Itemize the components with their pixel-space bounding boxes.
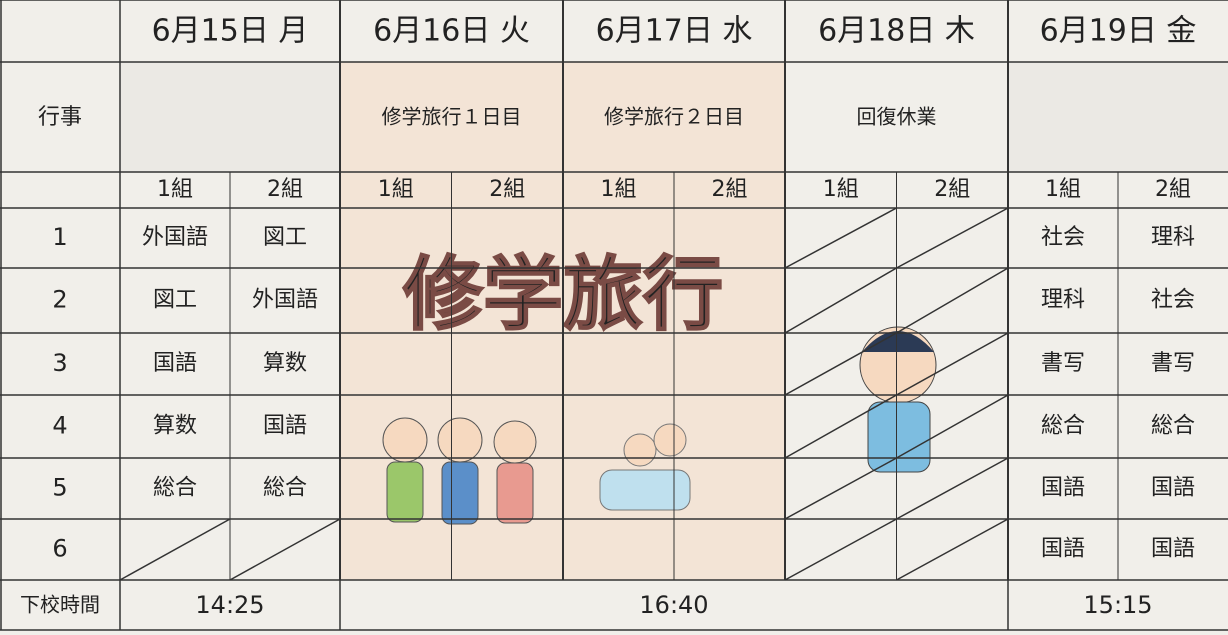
subject: 理科 <box>1041 288 1085 313</box>
slash <box>229 518 341 581</box>
day-header: 6月19日 金 <box>1040 14 1197 49</box>
period-number: 4 <box>52 412 67 440</box>
subject: 図工 <box>153 288 197 313</box>
day-header: 6月15日 月 <box>152 14 309 49</box>
slash <box>896 207 1009 269</box>
group-label: 1組 <box>378 177 414 202</box>
row-label: 下校時間 <box>20 593 100 617</box>
event: 回復休業 <box>857 105 937 129</box>
period-number: 3 <box>52 349 67 377</box>
subject: 国語 <box>153 351 197 376</box>
event-shade <box>120 62 340 172</box>
subject: 総合 <box>153 476 197 501</box>
dismissal-time: 14:25 <box>195 591 264 619</box>
slash <box>784 457 897 520</box>
slash <box>896 394 1009 459</box>
subject: 理科 <box>1151 225 1195 250</box>
group-label: 2組 <box>489 177 525 202</box>
subject: 外国語 <box>252 288 318 313</box>
event: 修学旅行２日目 <box>604 105 744 129</box>
day-header: 6月18日 木 <box>818 14 975 49</box>
period-number: 6 <box>52 535 67 563</box>
slash <box>784 394 897 459</box>
subject: 国語 <box>1041 476 1085 501</box>
group-label: 2組 <box>712 177 748 202</box>
subject: 算数 <box>263 351 307 376</box>
day-header: 6月17日 水 <box>596 14 753 49</box>
subject: 社会 <box>1151 288 1195 313</box>
subject: 外国語 <box>142 225 208 250</box>
subject: 国語 <box>263 414 307 439</box>
subject: 図工 <box>263 225 307 250</box>
row-label: 行事 <box>38 105 82 130</box>
subject: 国語 <box>1151 537 1195 562</box>
subject: 社会 <box>1041 225 1085 250</box>
group-label: 1組 <box>601 177 637 202</box>
dismissal-time: 15:15 <box>1083 591 1152 619</box>
day-header: 6月16日 火 <box>373 14 530 49</box>
subject: 国語 <box>1041 537 1085 562</box>
dismissal-time: 16:40 <box>639 591 708 619</box>
subject: 総合 <box>1151 414 1195 439</box>
subject: 書写 <box>1041 351 1085 376</box>
group-label: 2組 <box>934 177 970 202</box>
subject: 算数 <box>153 414 197 439</box>
event: 修学旅行１日目 <box>382 105 522 129</box>
subject: 国語 <box>1151 476 1195 501</box>
group-label: 2組 <box>1155 177 1191 202</box>
slash <box>896 457 1009 520</box>
period-number: 1 <box>52 223 67 251</box>
slash <box>896 267 1009 334</box>
subject: 書写 <box>1151 351 1195 376</box>
period-number: 5 <box>52 474 67 502</box>
slash <box>896 332 1009 396</box>
group-label: 1組 <box>823 177 859 202</box>
slash <box>784 332 897 396</box>
slash <box>784 207 897 269</box>
slash <box>784 267 897 334</box>
group-label: 1組 <box>157 177 193 202</box>
subject: 総合 <box>263 476 307 501</box>
event-shade <box>1008 62 1228 172</box>
subject: 総合 <box>1041 414 1085 439</box>
slash <box>119 518 231 581</box>
illustration <box>382 326 937 525</box>
slash <box>896 518 1009 581</box>
group-label: 1組 <box>1045 177 1081 202</box>
group-label: 2組 <box>267 177 303 202</box>
slash <box>784 518 897 581</box>
period-number: 2 <box>52 286 67 314</box>
